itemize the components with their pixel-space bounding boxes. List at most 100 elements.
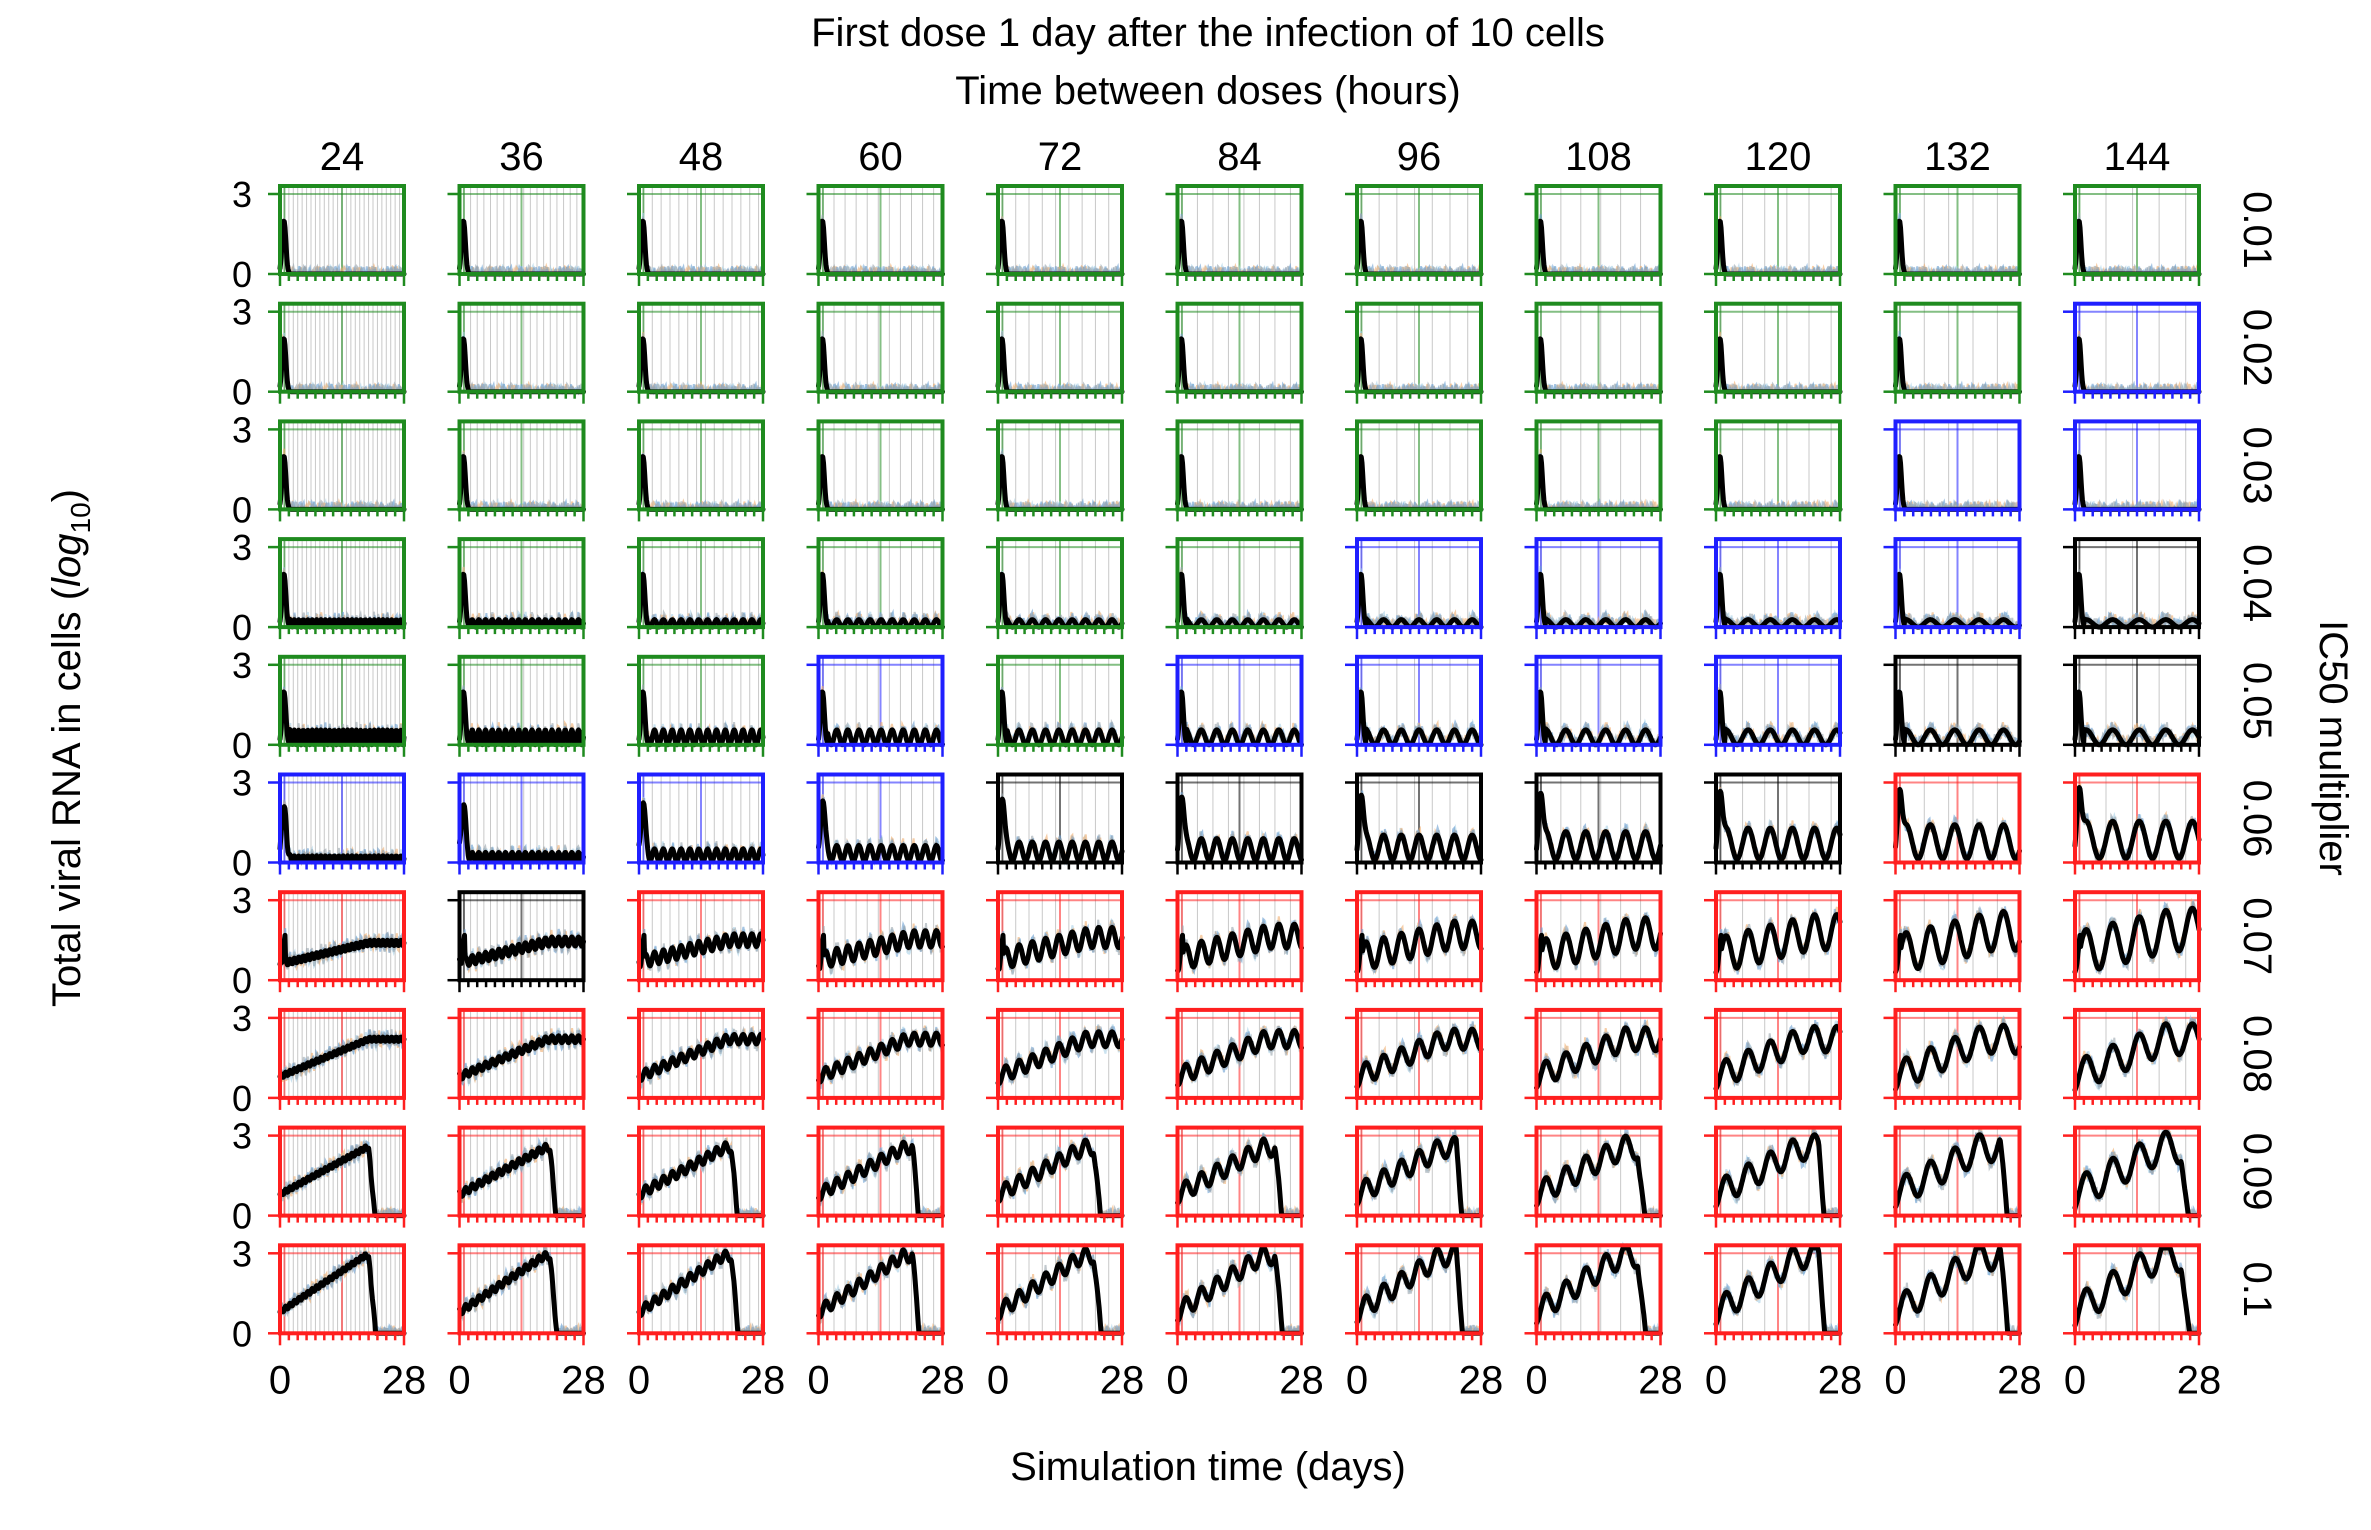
panel xyxy=(986,1125,1125,1228)
x-tick-label: 28 xyxy=(1997,1358,2042,1402)
panel xyxy=(447,654,586,757)
mean-trace xyxy=(636,1031,766,1083)
x-tick-label: 28 xyxy=(382,1358,427,1402)
y-tick-label: 3 xyxy=(232,174,252,215)
panel xyxy=(2063,772,2202,875)
panel xyxy=(1345,1007,1484,1110)
ensemble-trace xyxy=(1894,693,2021,749)
mean-trace xyxy=(1893,786,2022,862)
panel xyxy=(2063,1007,2202,1110)
row-label: 0.1 xyxy=(2235,1261,2279,1317)
mean-trace xyxy=(1354,1026,1484,1090)
column-header: 96 xyxy=(1397,135,1442,179)
y-tick-label: 0 xyxy=(232,372,252,413)
panel: 03 xyxy=(232,645,407,766)
mean-trace xyxy=(1175,921,1304,974)
x-tick-label: 28 xyxy=(920,1358,965,1402)
mean-trace xyxy=(2072,905,2202,975)
panel: 0 28 xyxy=(2063,1243,2222,1402)
mean-trace xyxy=(995,924,1125,973)
panel xyxy=(2063,419,2202,522)
panel xyxy=(2063,654,2202,757)
row-label: 0.01 xyxy=(2235,191,2279,269)
panel: 0 28 xyxy=(806,1243,965,1402)
panel xyxy=(1165,654,1304,757)
panel xyxy=(986,301,1125,404)
panel: 0 28 xyxy=(1165,1243,1324,1402)
x-tick-label: 0 xyxy=(628,1358,650,1402)
panel xyxy=(806,419,945,522)
mean-trace xyxy=(995,1029,1125,1087)
x-tick-label: 28 xyxy=(1818,1358,1863,1402)
ensemble-trace xyxy=(1535,341,1662,396)
panel xyxy=(1345,419,1484,522)
mean-trace xyxy=(1175,1028,1304,1088)
panel: 03 xyxy=(232,1116,407,1237)
mean-trace xyxy=(2072,1129,2202,1219)
mean-trace xyxy=(2072,785,2202,861)
column-header: 60 xyxy=(858,135,903,179)
mean-trace xyxy=(816,928,945,972)
column-header: 84 xyxy=(1217,135,1262,179)
column-header: 132 xyxy=(1924,135,1991,179)
panel: 03 xyxy=(232,409,407,530)
panel: 0 28 xyxy=(627,1243,786,1402)
mean-trace xyxy=(1713,1023,1843,1092)
panel xyxy=(1524,654,1663,757)
panel: 0 28 xyxy=(1704,1242,1863,1402)
column-header: 36 xyxy=(499,135,544,179)
panel xyxy=(1165,1007,1304,1110)
y-tick-label: 0 xyxy=(232,254,252,295)
panel xyxy=(1165,419,1304,522)
panel xyxy=(1345,301,1484,404)
panel xyxy=(627,301,766,404)
panel xyxy=(447,1007,586,1110)
row-label: 0.07 xyxy=(2235,897,2279,975)
y-axis-label-math: log xyxy=(45,533,89,586)
row-label: 0.02 xyxy=(2235,309,2279,387)
mean-trace xyxy=(636,931,766,970)
panel xyxy=(1524,1125,1663,1228)
y-tick-label: 0 xyxy=(232,843,252,884)
row-label: 0.06 xyxy=(2235,780,2279,858)
panel xyxy=(1704,537,1843,640)
panel xyxy=(806,301,945,404)
panel xyxy=(447,419,586,522)
panel xyxy=(986,184,1125,286)
x-tick-label: 28 xyxy=(1100,1358,1145,1402)
panel xyxy=(1883,537,2022,640)
mean-trace xyxy=(1354,1135,1484,1219)
panel: 0 28 xyxy=(1883,1241,2042,1402)
panel xyxy=(1704,890,1843,993)
panel xyxy=(627,419,766,522)
mean-trace xyxy=(1713,1132,1843,1219)
chart-subtitle: Time between doses (hours) xyxy=(955,69,1460,113)
row-axis-label: IC50 multiplier xyxy=(2311,620,2355,876)
y-tick-label: 3 xyxy=(232,1233,252,1274)
x-tick-label: 28 xyxy=(741,1358,786,1402)
y-tick-label: 3 xyxy=(232,880,252,921)
panel xyxy=(986,1007,1125,1110)
panel xyxy=(1883,654,2022,757)
column-header: 48 xyxy=(679,135,724,179)
x-tick-label: 28 xyxy=(2177,1358,2222,1402)
panel xyxy=(447,772,586,875)
panel xyxy=(627,890,766,993)
y-tick-label: 3 xyxy=(232,292,252,333)
panel xyxy=(1524,301,1663,404)
panel xyxy=(1704,301,1843,404)
mean-trace xyxy=(277,1034,407,1080)
panel xyxy=(1704,654,1843,757)
panel xyxy=(806,890,945,993)
column-header: 72 xyxy=(1038,135,1083,179)
panel xyxy=(2063,301,2202,404)
mean-trace xyxy=(1534,1245,1663,1336)
panel xyxy=(986,890,1125,993)
panel xyxy=(1165,537,1304,640)
mean-trace xyxy=(995,571,1125,630)
panel xyxy=(1704,419,1843,522)
row-label: 0.04 xyxy=(2235,544,2279,622)
y-tick-label: 3 xyxy=(232,527,252,568)
mean-trace xyxy=(816,689,945,748)
mean-trace xyxy=(816,798,945,864)
